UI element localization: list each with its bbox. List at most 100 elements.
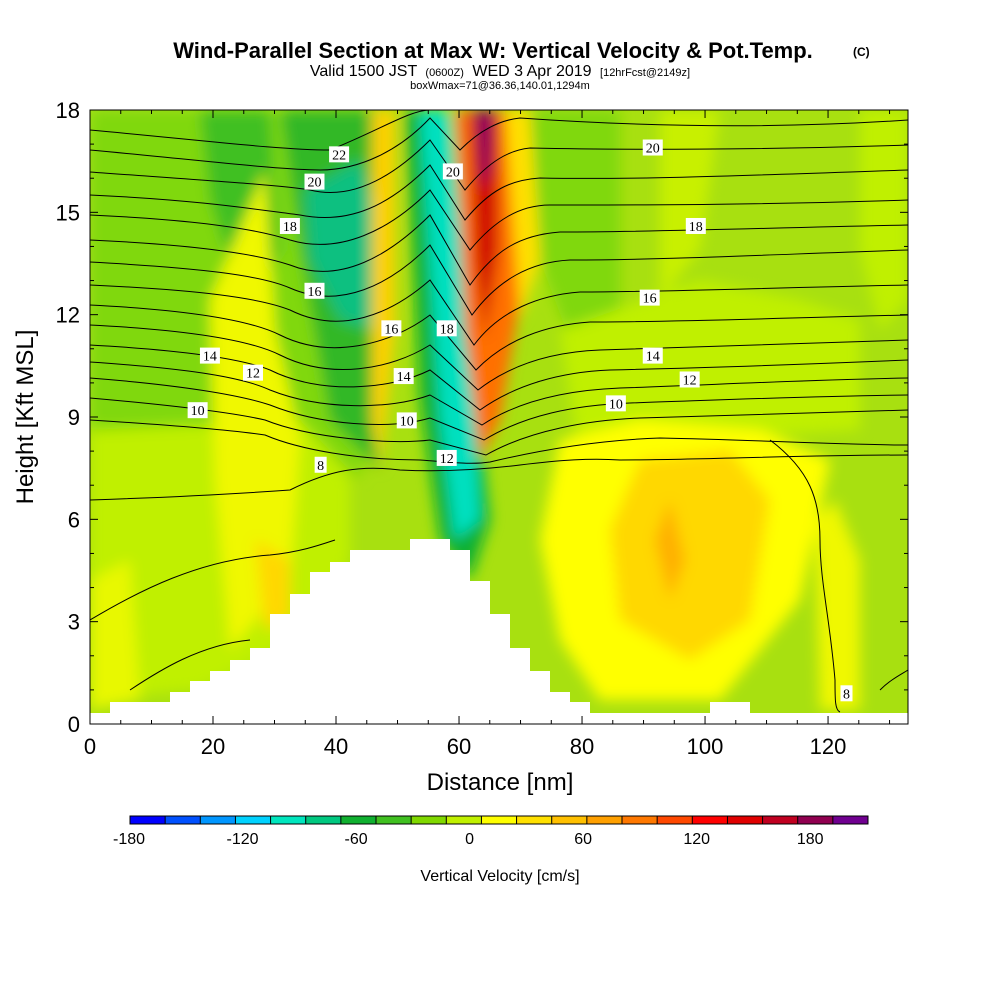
colorbar-swatch: [270, 816, 307, 824]
isentrope-line: [90, 397, 908, 456]
contour-label-bg: [396, 412, 417, 429]
isentrope-line: [90, 361, 908, 426]
field-region-left-warm: [255, 540, 290, 630]
contour-label: 12: [246, 367, 260, 382]
field-region-up-peak: [476, 110, 492, 190]
contour-label-bg: [304, 173, 325, 190]
colorbar-swatch: [446, 816, 482, 824]
colorbar-tick-label: -120: [227, 831, 259, 848]
contour-label-bg: [436, 449, 457, 466]
contour-label-bg: [639, 289, 660, 306]
contour-label-bg: [187, 402, 208, 419]
isentrope-line: [879, 669, 908, 691]
subtitle-date: WED 3 Apr 2019: [472, 63, 591, 80]
contour-label: 8: [317, 459, 324, 474]
contour-label: 20: [646, 142, 660, 157]
isentrope-line: [769, 439, 841, 713]
x-tick-label: 40: [324, 734, 348, 759]
colorbar-swatch: [516, 816, 553, 824]
isentrope-line: [90, 244, 908, 316]
contour-label-bg: [329, 146, 350, 163]
contour-label: 10: [609, 397, 623, 412]
x-tick-label: 60: [447, 734, 471, 759]
contour-label: 22: [332, 148, 346, 163]
contour-label: 18: [283, 220, 297, 235]
isentrope-line: [129, 639, 251, 691]
contour-label-bg: [642, 347, 663, 364]
field-region-left-yellow: [210, 170, 300, 650]
x-tick-label: 100: [687, 734, 724, 759]
y-tick-label: 9: [68, 405, 80, 430]
x-tick-label: 80: [570, 734, 594, 759]
isentrope-line: [90, 164, 908, 221]
field-region-right-lime: [560, 280, 860, 460]
contour-label: 18: [440, 322, 454, 337]
terrain: [90, 539, 908, 724]
y-tick-label: 3: [68, 610, 80, 635]
colorbar-tick-label: 0: [465, 831, 474, 848]
contour-label-bg: [279, 217, 300, 234]
contour-label: 16: [384, 322, 398, 337]
isentrope-line: [90, 117, 908, 171]
contour-labels: 22 20 18 16 14 12 10 8 16 14 10 12 18 20 20 18 16 14 12 10 8: [187, 139, 853, 702]
colorbar-swatch: [657, 816, 693, 824]
y-tick-label: 0: [68, 712, 80, 737]
colorbar: -180 -120 -60 0 60 120 180: [113, 815, 869, 848]
contour-label-bg: [679, 371, 700, 388]
contour-label: 10: [191, 404, 205, 419]
y-axis-label: Height [Kft MSL]: [12, 330, 39, 505]
contour-label-bg: [393, 368, 414, 385]
colorbar-swatch: [340, 816, 377, 824]
field-region-teal-pool: [305, 160, 385, 330]
colorbar-tick-label: 120: [683, 831, 710, 848]
isentrope-line: [90, 344, 908, 411]
y-tick-label: 15: [56, 200, 80, 225]
x-axis: 0 20 40 60 80 100 120: [84, 110, 891, 759]
colorbar-swatch: [622, 816, 658, 824]
colorbar-swatch: [305, 816, 342, 824]
field-region-right-green: [530, 110, 620, 340]
x-axis-label: Distance [nm]: [427, 769, 574, 796]
contour-label: 12: [440, 452, 454, 467]
isentrope-line: [90, 377, 908, 441]
contour-label: 16: [307, 285, 321, 300]
contour-label-bg: [304, 282, 325, 299]
contour-label: 10: [400, 414, 414, 429]
contour-label-bg: [381, 320, 402, 337]
subtitle-valid: Valid 1500 JST: [310, 63, 418, 80]
colorbar-swatch: [832, 816, 869, 824]
contour-label: 8: [843, 687, 850, 702]
isentrope-line: [90, 189, 908, 251]
field-region-warm-inner: [610, 450, 770, 660]
contour-label-bg: [242, 364, 263, 381]
isentrope-line: [90, 279, 908, 346]
colorbar-swatch: [376, 816, 412, 824]
subtitle-utc: (0600Z): [425, 67, 464, 79]
contour-label-bg: [442, 163, 463, 180]
colorbar-frame: [129, 815, 869, 825]
x-tick-label: 120: [810, 734, 847, 759]
colorbar-swatch: [411, 816, 447, 824]
contour-label: 16: [643, 292, 657, 307]
subtitle-box: boxWmax=71@36.36,140.01,1294m: [410, 80, 590, 92]
contour-label-bg: [605, 395, 626, 412]
field-region-right-edge: [815, 500, 860, 710]
colorbar-label: Vertical Velocity [cm/s]: [420, 868, 579, 885]
colorbar-swatch: [481, 816, 518, 824]
x-tick-label: 20: [201, 734, 225, 759]
y-tick-label: 6: [68, 507, 80, 532]
contour-label-bg: [840, 685, 853, 702]
y-tick-label: 12: [56, 303, 80, 328]
isentrope-line: [90, 419, 908, 464]
subtitle-fcst: [12hrFcst@2149z]: [600, 67, 690, 79]
colorbar-swatch: [235, 816, 272, 824]
colorbar-swatch: [130, 816, 166, 824]
velocity-field: [90, 110, 908, 724]
y-tick-label: 18: [56, 98, 80, 123]
contour-label-bg: [199, 347, 220, 364]
colorbar-tick-label: -180: [113, 831, 145, 848]
contour-label: 14: [646, 350, 660, 365]
isentrope-line: [90, 539, 336, 621]
field-region-far-right: [860, 110, 908, 330]
